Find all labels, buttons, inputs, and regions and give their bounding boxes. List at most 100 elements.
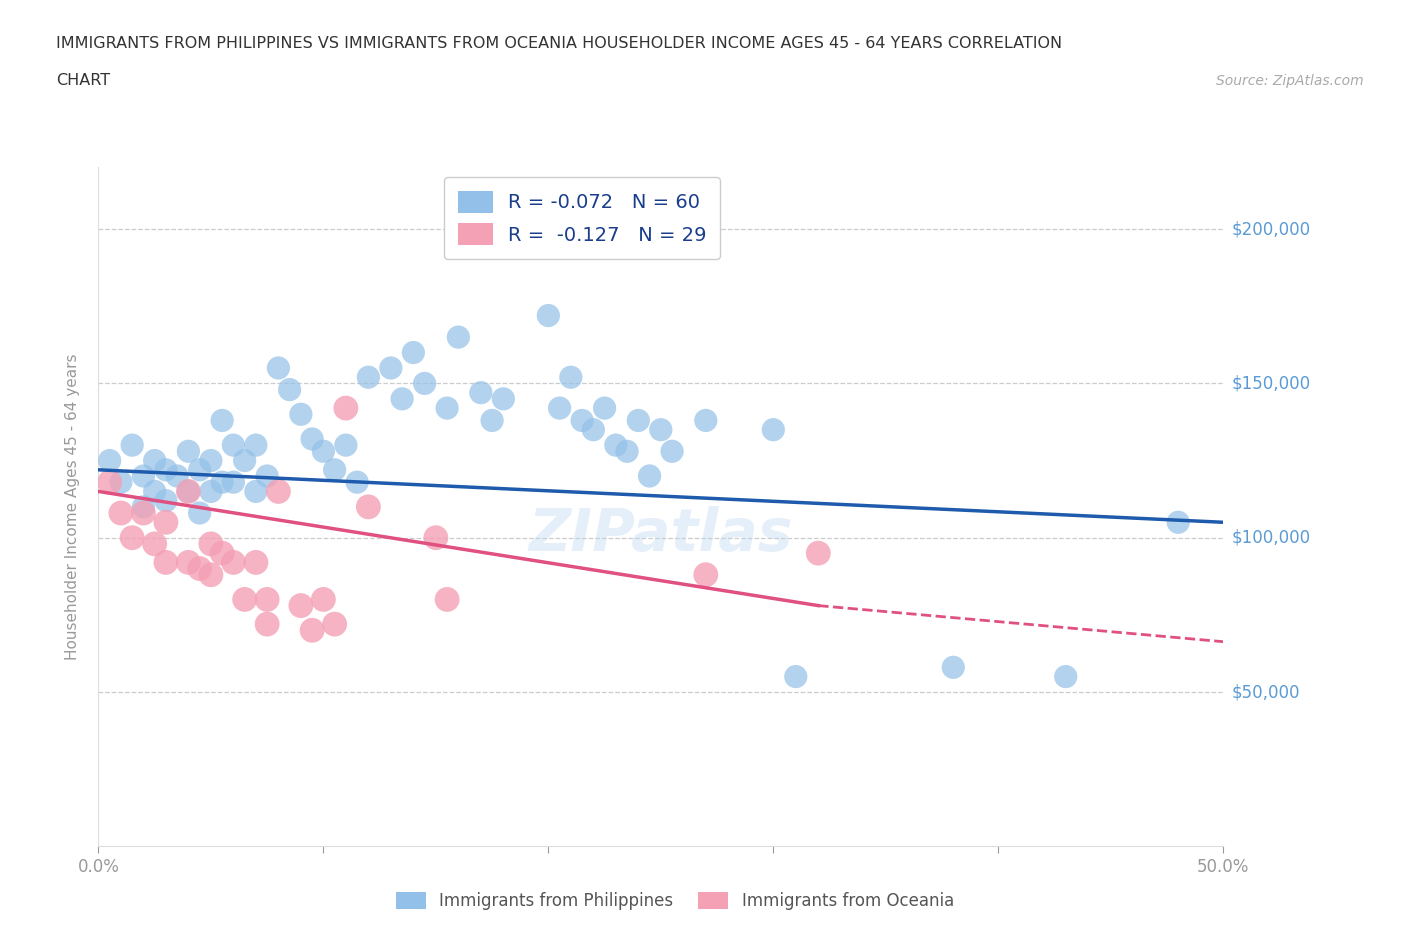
Point — [323, 462, 346, 477]
Point — [605, 438, 627, 453]
Point — [211, 413, 233, 428]
Point — [627, 413, 650, 428]
Point — [256, 469, 278, 484]
Point — [222, 474, 245, 489]
Point — [357, 370, 380, 385]
Point — [312, 592, 335, 607]
Point — [110, 506, 132, 521]
Point — [143, 537, 166, 551]
Point — [188, 462, 211, 477]
Point — [413, 376, 436, 391]
Text: $100,000: $100,000 — [1232, 529, 1310, 547]
Point — [256, 617, 278, 631]
Point — [436, 592, 458, 607]
Point — [121, 438, 143, 453]
Point — [695, 413, 717, 428]
Text: $50,000: $50,000 — [1232, 683, 1301, 701]
Point — [582, 422, 605, 437]
Point — [335, 401, 357, 416]
Point — [290, 598, 312, 613]
Point — [155, 493, 177, 508]
Point — [132, 506, 155, 521]
Point — [661, 444, 683, 458]
Point — [323, 617, 346, 631]
Point — [188, 506, 211, 521]
Point — [425, 530, 447, 545]
Point — [155, 555, 177, 570]
Point — [267, 361, 290, 376]
Point — [942, 660, 965, 675]
Text: IMMIGRANTS FROM PHILIPPINES VS IMMIGRANTS FROM OCEANIA HOUSEHOLDER INCOME AGES 4: IMMIGRANTS FROM PHILIPPINES VS IMMIGRANT… — [56, 36, 1063, 51]
Point — [132, 469, 155, 484]
Point — [560, 370, 582, 385]
Point — [312, 444, 335, 458]
Point — [143, 453, 166, 468]
Point — [233, 592, 256, 607]
Point — [481, 413, 503, 428]
Y-axis label: Householder Income Ages 45 - 64 years: Householder Income Ages 45 - 64 years — [65, 353, 80, 660]
Point — [762, 422, 785, 437]
Point — [177, 555, 200, 570]
Point — [200, 453, 222, 468]
Point — [301, 623, 323, 638]
Point — [143, 484, 166, 498]
Point — [492, 392, 515, 406]
Point — [571, 413, 593, 428]
Point — [1054, 670, 1077, 684]
Point — [233, 453, 256, 468]
Point — [177, 484, 200, 498]
Point — [211, 546, 233, 561]
Point — [785, 670, 807, 684]
Point — [245, 484, 267, 498]
Point — [245, 555, 267, 570]
Point — [200, 567, 222, 582]
Point — [301, 432, 323, 446]
Point — [391, 392, 413, 406]
Point — [188, 561, 211, 576]
Point — [346, 474, 368, 489]
Point — [593, 401, 616, 416]
Point — [335, 438, 357, 453]
Legend: Immigrants from Philippines, Immigrants from Oceania: Immigrants from Philippines, Immigrants … — [389, 885, 960, 917]
Point — [436, 401, 458, 416]
Point — [807, 546, 830, 561]
Text: ZIPatlas: ZIPatlas — [529, 506, 793, 563]
Point — [222, 555, 245, 570]
Point — [256, 592, 278, 607]
Point — [638, 469, 661, 484]
Point — [121, 530, 143, 545]
Point — [650, 422, 672, 437]
Point — [548, 401, 571, 416]
Point — [166, 469, 188, 484]
Point — [132, 499, 155, 514]
Point — [447, 330, 470, 345]
Point — [177, 444, 200, 458]
Point — [402, 345, 425, 360]
Point — [470, 385, 492, 400]
Point — [200, 484, 222, 498]
Point — [177, 484, 200, 498]
Point — [222, 438, 245, 453]
Point — [110, 474, 132, 489]
Text: $200,000: $200,000 — [1232, 220, 1310, 238]
Point — [380, 361, 402, 376]
Point — [616, 444, 638, 458]
Point — [200, 537, 222, 551]
Point — [98, 453, 121, 468]
Text: Source: ZipAtlas.com: Source: ZipAtlas.com — [1216, 74, 1364, 88]
Point — [290, 406, 312, 421]
Point — [98, 474, 121, 489]
Point — [267, 484, 290, 498]
Text: $150,000: $150,000 — [1232, 375, 1310, 392]
Legend: R = -0.072   N = 60, R =  -0.127   N = 29: R = -0.072 N = 60, R = -0.127 N = 29 — [444, 177, 720, 259]
Text: CHART: CHART — [56, 73, 110, 88]
Point — [357, 499, 380, 514]
Point — [1167, 515, 1189, 530]
Point — [537, 308, 560, 323]
Point — [211, 474, 233, 489]
Point — [155, 515, 177, 530]
Point — [245, 438, 267, 453]
Point — [155, 462, 177, 477]
Point — [695, 567, 717, 582]
Point — [278, 382, 301, 397]
